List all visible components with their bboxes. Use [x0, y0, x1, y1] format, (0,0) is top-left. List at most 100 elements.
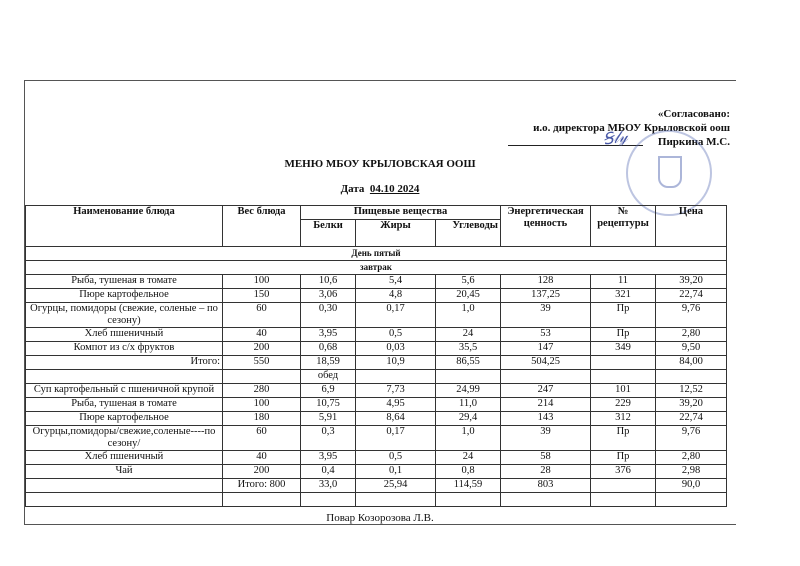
cell: 3,95: [300, 327, 356, 342]
table-row: Хлеб пшеничный 40 3,95 0,5 24 53 Пр 2,80: [25, 327, 727, 342]
empty-row: [25, 492, 727, 507]
cell: 60: [222, 425, 301, 451]
table-row: Компот из с/х фруктов 200 0,68 0,03 35,5 147 3…: [25, 341, 727, 356]
cell: 12,52: [655, 383, 727, 398]
cell: [25, 369, 223, 384]
cell: 39: [500, 302, 591, 328]
cell: 39: [500, 425, 591, 451]
lunch-total-row: Итого: 800 33,0 25,94 114,59 803 90,0: [25, 478, 727, 493]
cell: 25,94: [355, 478, 436, 493]
cell: 0,17: [355, 302, 436, 328]
cell: 0,30: [300, 302, 356, 328]
cell: 504,25: [500, 355, 591, 370]
header-energy: Энергетическая ценность: [500, 205, 591, 247]
cell: [435, 369, 501, 384]
cell: 35,5: [435, 341, 501, 356]
cell: 180: [222, 411, 301, 426]
cell: 376: [590, 464, 656, 479]
cell: 8,64: [355, 411, 436, 426]
cell: Хлеб пшеничный: [25, 450, 223, 465]
cell: 0,03: [355, 341, 436, 356]
cell: 22,74: [655, 288, 727, 303]
cell: 2,98: [655, 464, 727, 479]
cell: Пр: [590, 450, 656, 465]
cook-signature: Повар Козорозова Л.В.: [326, 512, 434, 524]
cell: 137,25: [500, 288, 591, 303]
cell: 9,76: [655, 302, 727, 328]
cell: 60: [222, 302, 301, 328]
header-name: Наименование блюда: [25, 205, 223, 247]
cell: [25, 492, 223, 507]
signature-line: [508, 145, 643, 146]
cell: 214: [500, 397, 591, 412]
header-fat: Жиры: [355, 219, 436, 247]
cell: [500, 369, 591, 384]
cell: 2,80: [655, 327, 727, 342]
cell: [222, 492, 301, 507]
cell: [25, 478, 223, 493]
cell: 22,74: [655, 411, 727, 426]
table-row: Огурцы,помидоры/свежие,соленые----по сез…: [25, 425, 727, 451]
cell: [355, 492, 436, 507]
cell: 20,45: [435, 288, 501, 303]
header-protein: Белки: [300, 219, 356, 247]
cell: [355, 369, 436, 384]
cell: 150: [222, 288, 301, 303]
table-row: Рыба, тушеная в томате 100 10,6 5,4 5,6 128 11…: [25, 274, 727, 289]
cell: 1,0: [435, 302, 501, 328]
lunch-label: обед: [300, 369, 356, 384]
cell: 229: [590, 397, 656, 412]
stamp-seal: [626, 130, 712, 216]
cell: 86,55: [435, 355, 501, 370]
cell: 803: [500, 478, 591, 493]
cell: Итого: 800: [222, 478, 301, 493]
table-row: Огурцы, помидоры (свежие, соленые – по с…: [25, 302, 727, 328]
cell: Рыба, тушеная в томате: [25, 274, 223, 289]
cell: 90,0: [655, 478, 727, 493]
table-row: Суп картофельный с пшеничной крупой 280 6,…: [25, 383, 727, 398]
cell: Пюре картофельное: [25, 411, 223, 426]
cell: Пюре картофельное: [25, 288, 223, 303]
cell: Пр: [590, 425, 656, 451]
cell: Огурцы, помидоры (свежие, соленые – по с…: [25, 302, 223, 328]
cell: 0,3: [300, 425, 356, 451]
cell: 0,68: [300, 341, 356, 356]
breakfast-label: завтрак: [25, 260, 727, 275]
cell: 39,20: [655, 397, 727, 412]
cell: 5,6: [435, 274, 501, 289]
cell: 7,73: [355, 383, 436, 398]
cell: [590, 355, 656, 370]
cell: Рыба, тушеная в томате: [25, 397, 223, 412]
cell: 4,95: [355, 397, 436, 412]
cell: 0,8: [435, 464, 501, 479]
cell: 0,1: [355, 464, 436, 479]
menu-table: Наименование блюда Вес блюда Пищевые вещ…: [25, 205, 727, 507]
cell: 3,95: [300, 450, 356, 465]
cell: Компот из с/х фруктов: [25, 341, 223, 356]
approval-heading: «Согласовано:: [657, 108, 730, 120]
cell: [590, 369, 656, 384]
table-row: Пюре картофельное 150 3,06 4,8 20,45 137,25 32…: [25, 288, 727, 303]
cell: 10,9: [355, 355, 436, 370]
cell: 200: [222, 341, 301, 356]
cell: 100: [222, 397, 301, 412]
cell: 0,17: [355, 425, 436, 451]
cell: 550: [222, 355, 301, 370]
header-nutrients: Пищевые вещества: [300, 205, 501, 220]
cell: [590, 492, 656, 507]
menu-date: Дата 04.10 2024: [340, 183, 420, 195]
cell: [500, 492, 591, 507]
cell: Огурцы,помидоры/свежие,соленые----по сез…: [25, 425, 223, 451]
cell: Пр: [590, 302, 656, 328]
cell: Пр: [590, 327, 656, 342]
cell: 10,6: [300, 274, 356, 289]
cell: 128: [500, 274, 591, 289]
cell: 39,20: [655, 274, 727, 289]
cell: 280: [222, 383, 301, 398]
cell: 1,0: [435, 425, 501, 451]
cell: 18,59: [300, 355, 356, 370]
table-row: Чай 200 0,4 0,1 0,8 28 376 2,98: [25, 464, 727, 479]
lunch-label-row: обед: [25, 369, 727, 384]
cell: 33,0: [300, 478, 356, 493]
cell: 40: [222, 450, 301, 465]
